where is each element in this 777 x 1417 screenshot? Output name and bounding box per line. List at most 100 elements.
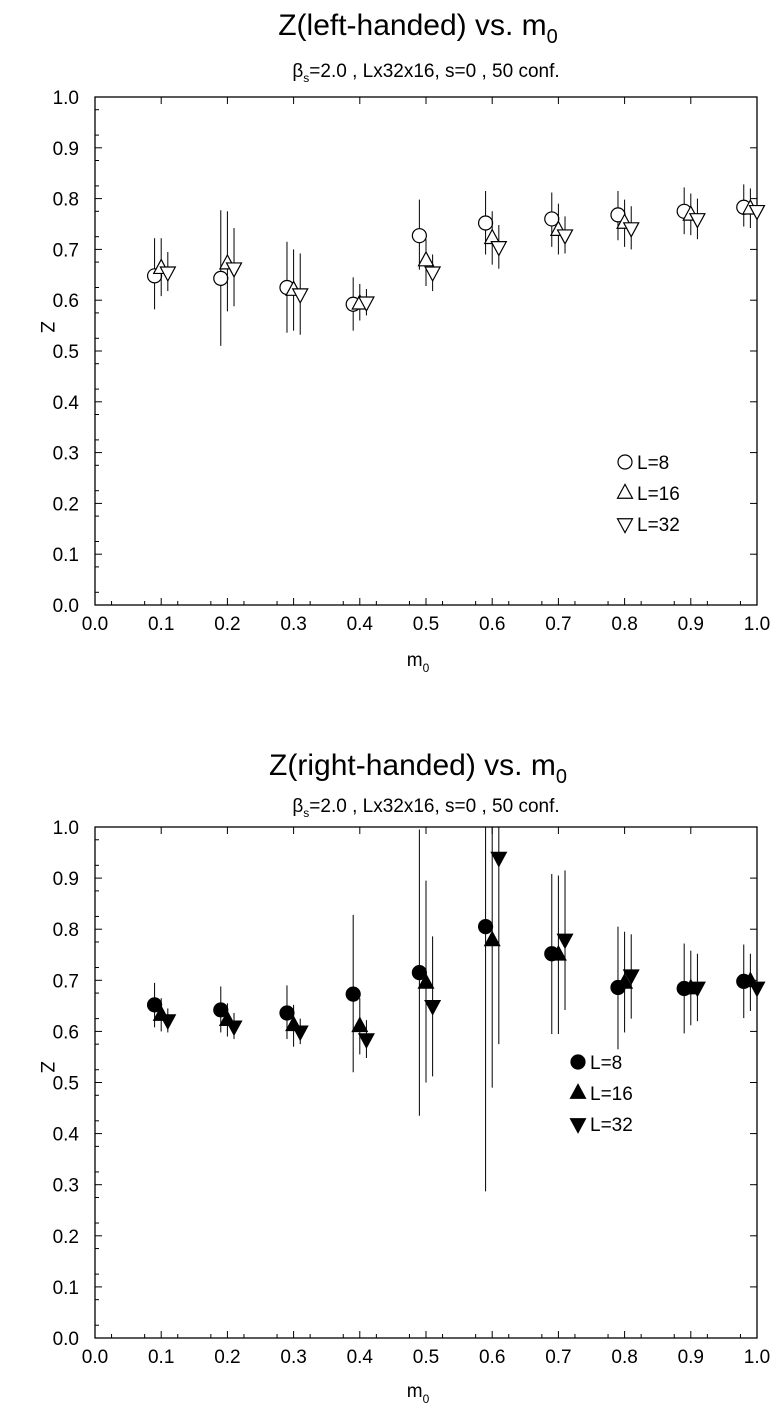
y-tick-label: 0.7 [53,240,79,261]
data-point [417,972,435,989]
x-tick-label: 0.8 [611,1347,637,1368]
data-point [490,241,508,257]
y-tick-label: 0.9 [53,869,79,890]
y-tick-label: 0.1 [53,545,79,566]
legend-marker [616,483,634,499]
data-point [688,981,706,998]
x-tick-label: 0.4 [347,614,374,635]
data-point [477,215,494,231]
x-tick-label: 0.6 [479,614,505,635]
y-tick-label: 0.6 [53,291,79,312]
y-tick-label: 0.1 [53,1278,79,1299]
y-axis-label: Z [36,1061,57,1073]
data-point [483,930,501,947]
data-point [357,296,375,313]
data-point [490,851,508,868]
x-tick-label: 0.6 [479,1347,505,1368]
legend-label: L=8 [590,1053,622,1074]
data-point [616,972,634,989]
legend-label: L=16 [637,484,680,505]
data-point [688,213,706,229]
legend-label: L=16 [590,1084,633,1105]
y-tick-label: 0.4 [53,1125,80,1146]
x-tick-label: 0.3 [280,1347,306,1368]
x-tick-label: 0.0 [82,614,108,635]
y-tick-label: 0.8 [53,190,79,211]
x-tick-label: 0.7 [545,614,571,635]
data-point [213,270,229,286]
legend-marker [569,1118,587,1134]
y-tick-label: 1.0 [53,818,79,839]
y-tick-label: 0.8 [53,920,79,941]
chart-subtitle: βs=2.0 , Lx32x16, s=0 , 50 conf. [292,796,559,820]
x-axis-label: m0 [407,650,430,675]
y-tick-label: 1.0 [53,88,79,109]
data-point [424,266,442,283]
y-tick-label: 0.3 [53,1176,79,1197]
data-point [748,204,766,221]
legend-label: L=32 [637,515,680,536]
legend: L=8 L=16 L=32 [569,1053,633,1136]
y-tick-label: 0.2 [53,1227,79,1248]
series-l-16 [152,827,759,1088]
data-point [345,986,361,1002]
data-point [748,981,766,998]
x-tick-label: 0.2 [214,614,240,635]
chart-title: Z(right-handed) vs. m0 [269,749,567,788]
data-point [279,1005,295,1021]
series-l-32 [159,827,766,1077]
legend: L=8 L=16 L=32 [616,453,680,536]
x-tick-label: 0.2 [214,1347,240,1368]
y-tick-label: 0.2 [53,494,79,515]
y-axis-label: Z [36,321,57,333]
data-point [291,1025,309,1042]
data-point [556,229,574,246]
x-tick-label: 0.0 [82,1347,108,1368]
data-point [291,288,309,304]
y-tick-label: 0.9 [53,139,79,160]
y-tick-label: 0.3 [53,444,79,465]
legend-marker [570,1054,586,1070]
x-axis-label: m0 [407,1381,430,1406]
series-l-8 [146,184,752,346]
data-point [225,262,243,279]
x-tick-label: 1.0 [744,1347,770,1368]
legend-marker [616,518,634,534]
data-point [556,933,574,950]
x-tick-label: 0.9 [678,1347,704,1368]
data-point [225,1020,243,1037]
chart-title: Z(left-handed) vs. m0 [278,9,558,48]
data-point [622,969,640,986]
series-l-8 [146,827,752,1192]
legend-marker [569,1083,587,1099]
series-l-16 [152,188,759,331]
data-point [417,250,435,267]
data-point [159,266,177,283]
data-point [357,1033,375,1049]
x-tick-label: 1.0 [744,614,770,635]
data-point [549,944,567,961]
x-tick-label: 0.3 [280,614,306,635]
x-tick-label: 0.4 [347,1347,374,1368]
plot-area: 0.0 0.1 0.2 0.3 0.4 0.5 0.6 0.7 0.8 0.9 1.0 0.0 0.1 0… [53,88,771,635]
y-tick-label: 0.5 [53,1074,79,1095]
series-l-32 [159,192,766,335]
legend-label: L=32 [590,1115,633,1136]
x-tick-label: 0.1 [148,1347,174,1368]
chart-subtitle: βs=2.0 , Lx32x16, s=0 , 50 conf. [292,61,559,85]
data-point [622,222,640,238]
y-tick-label: 0.4 [53,393,80,414]
data-point [159,1014,177,1031]
x-tick-label: 0.9 [678,614,704,635]
legend-marker [617,454,633,470]
chart-left-handed: Z(left-handed) vs. m0 βs=2.0 , Lx32x16, … [36,9,770,675]
x-tick-label: 0.5 [413,614,439,635]
x-tick-label: 0.1 [148,614,174,635]
chart-right-handed: Z(right-handed) vs. m0 βs=2.0 , Lx32x16,… [36,749,770,1406]
x-tick-label: 0.5 [413,1347,439,1368]
y-tick-label: 0.0 [53,596,79,617]
data-point [351,1016,369,1033]
x-tick-label: 0.7 [545,1347,571,1368]
